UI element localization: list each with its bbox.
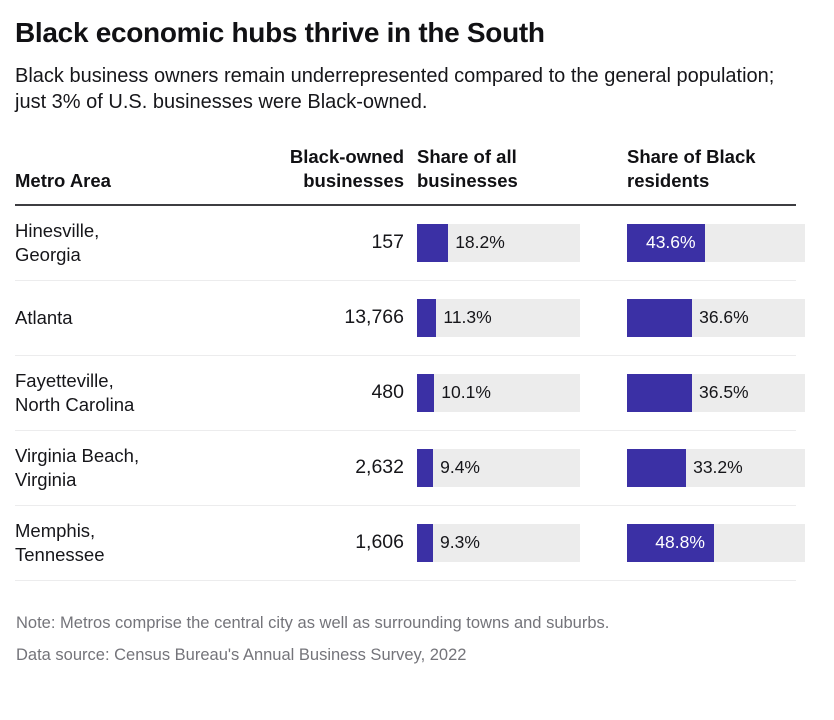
cell-count: 157 [210, 205, 406, 281]
footer-source: Data source: Census Bureau's Annual Busi… [16, 645, 467, 664]
share-all-bar-fill [417, 223, 449, 262]
share-all-bar-value-label: 18.2% [455, 232, 505, 253]
table-row: Memphis, Tennessee 1,606 9.3% 48.8% [15, 505, 805, 581]
share-black-bar-value-label: 33.2% [693, 456, 743, 477]
page-title: Black economic hubs thrive in the South [15, 17, 545, 48]
metro-label: Fayetteville, North Carolina [15, 370, 135, 415]
cell-share-black-bar: 33.2% [616, 430, 805, 506]
share-black-bar-track: 43.6% [627, 223, 805, 262]
share-all-bar-value-label: 9.3% [440, 531, 480, 552]
count-value: 2,632 [355, 456, 404, 479]
share-black-bar-fill [627, 373, 692, 412]
chart-subtitle: Black business owners remain underrepres… [15, 65, 775, 114]
share-black-bar-fill [627, 298, 693, 337]
metro-label: Virginia Beach, Virginia [15, 445, 140, 490]
share-black-bar-fill [627, 223, 705, 262]
cell-count: 1,606 [210, 505, 406, 581]
table-header-row: Metro Area Black-owned businesses Share … [15, 145, 796, 207]
cell-share-black-bar: 36.5% [616, 355, 805, 431]
share-all-bar-track: 10.1% [417, 373, 580, 412]
table-row: Fayetteville, North Carolina 480 10.1% 36.5% [15, 355, 805, 431]
cell-share-black-bar: 36.6% [616, 280, 805, 356]
share-all-bar-fill [417, 373, 435, 412]
footer-note: Note: Metros comprise the central city a… [16, 613, 610, 632]
share-black-bar-value-label: 48.8% [655, 531, 705, 552]
cell-share-all-bar: 18.2% [406, 205, 616, 281]
cell-share-black-bar: 43.6% [616, 205, 805, 281]
share-all-bar-value-label: 10.1% [441, 381, 491, 402]
cell-metro: Virginia Beach, Virginia [15, 430, 210, 506]
share-all-bar-track: 11.3% [417, 298, 580, 337]
table-row: Hinesville, Georgia 157 18.2% 43.6% [15, 205, 805, 281]
share-all-bar-value-label: 11.3% [443, 306, 492, 327]
cell-share-all-bar: 11.3% [406, 280, 616, 356]
count-value: 13,766 [344, 306, 404, 329]
share-black-bar-track: 36.6% [627, 298, 805, 337]
cell-count: 480 [210, 355, 406, 431]
share-all-bar-track: 9.4% [417, 448, 580, 487]
column-header-count: Black-owned businesses [210, 145, 406, 207]
share-black-bar-value-label: 36.5% [699, 381, 749, 402]
table-header: Metro Area Black-owned businesses Share … [15, 145, 796, 207]
share-black-bar-track: 33.2% [627, 448, 805, 487]
share-black-bar-value-label: 43.6% [645, 232, 696, 253]
table-row: Virginia Beach, Virginia 2,632 9.4% 33.2% [15, 430, 805, 506]
cell-share-black-bar: 48.8% [616, 505, 805, 581]
cell-share-all-bar: 9.3% [406, 505, 616, 581]
share-all-bar-fill [417, 298, 437, 337]
cell-share-all-bar: 9.4% [406, 430, 616, 506]
table-row: Atlanta 13,766 11.3% 36.6% [15, 280, 805, 356]
cell-share-all-bar: 10.1% [406, 355, 616, 431]
table-body: Hinesville, Georgia 157 18.2% 43.6% Atlanta 13… [15, 205, 805, 581]
share-black-bar-fill [627, 448, 687, 487]
share-black-bar-value-label: 36.6% [699, 306, 749, 327]
count-value: 157 [371, 231, 404, 254]
share-all-bar-track: 18.2% [417, 223, 580, 262]
share-all-bar-fill [417, 448, 434, 487]
share-all-bar-track: 9.3% [417, 523, 580, 562]
column-header-share-black: Share of Black residents [616, 145, 796, 207]
column-header-share-all: Share of all businesses [406, 145, 616, 207]
share-black-bar-track: 36.5% [627, 373, 805, 412]
metro-label: Atlanta [15, 306, 73, 328]
metro-label: Memphis, Tennessee [15, 520, 105, 565]
cell-metro: Memphis, Tennessee [15, 505, 210, 581]
cell-metro: Atlanta [15, 280, 210, 356]
cell-metro: Fayetteville, North Carolina [15, 355, 210, 431]
share-black-bar-fill [627, 523, 714, 562]
share-all-bar-fill [417, 523, 433, 562]
count-value: 1,606 [355, 531, 404, 554]
metro-label: Hinesville, Georgia [15, 220, 100, 265]
share-black-bar-track: 48.8% [627, 523, 805, 562]
footer: Note: Metros comprise the central city a… [15, 612, 796, 667]
cell-count: 13,766 [210, 280, 406, 356]
share-all-bar-value-label: 9.4% [440, 456, 480, 477]
count-value: 480 [371, 381, 404, 404]
column-header-metro: Metro Area [15, 145, 210, 207]
cell-metro: Hinesville, Georgia [15, 205, 210, 281]
data-table: Metro Area Black-owned businesses Share … [15, 145, 805, 581]
cell-count: 2,632 [210, 430, 406, 506]
